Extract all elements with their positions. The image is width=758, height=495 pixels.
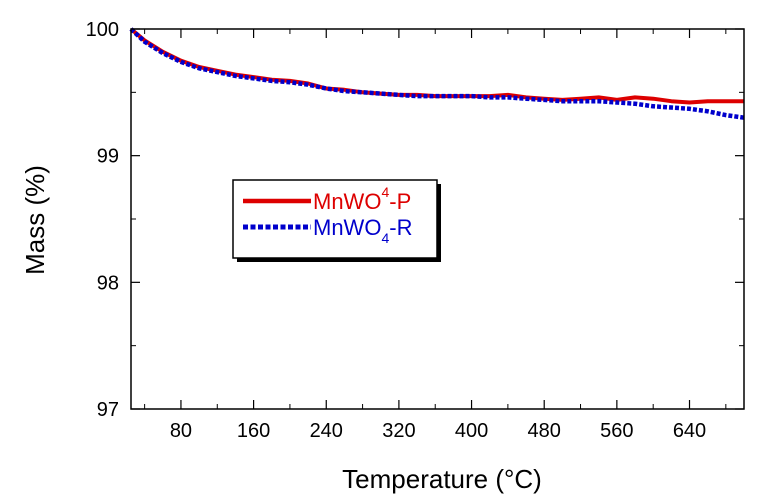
x-tick-label: 160 [237, 420, 270, 442]
y-axis-label: Mass (%) [20, 165, 50, 275]
y-tick-label: 99 [97, 146, 119, 168]
y-tick-label: 100 [86, 19, 119, 41]
axes: 80 160 240 320 400 480 560 640 97 98 99 100 [86, 19, 745, 442]
y-tick-label: 97 [97, 399, 119, 421]
legend-label-1: MnWO4-P [313, 184, 411, 214]
legend-box [232, 179, 438, 259]
series-line-1 [129, 27, 744, 105]
x-tick-label: 640 [673, 420, 706, 442]
x-tick-label: 560 [600, 420, 633, 442]
series-line-2 [129, 27, 745, 120]
x-tick-label: 480 [528, 420, 561, 442]
legend-label-2: MnWO4-R [313, 215, 412, 246]
x-tick-label: 400 [455, 420, 488, 442]
plot-area [129, 27, 745, 120]
x-tick-label: 80 [170, 420, 192, 442]
y-tick-label: 98 [97, 272, 119, 294]
x-axis-label: Temperature (°C) [342, 464, 542, 494]
x-tick-label: 320 [382, 420, 415, 442]
x-tick-label: 240 [310, 420, 343, 442]
